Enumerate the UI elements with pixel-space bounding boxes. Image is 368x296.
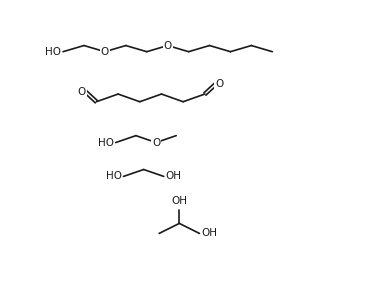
Text: O: O (216, 79, 224, 89)
Text: O: O (152, 138, 160, 147)
Text: OH: OH (165, 171, 181, 181)
Text: O: O (78, 87, 86, 97)
Text: HO: HO (98, 138, 114, 147)
Text: HO: HO (106, 171, 122, 181)
Text: OH: OH (201, 229, 217, 238)
Text: O: O (163, 41, 172, 51)
Text: HO: HO (46, 47, 61, 57)
Text: OH: OH (171, 196, 187, 206)
Text: O: O (101, 47, 109, 57)
